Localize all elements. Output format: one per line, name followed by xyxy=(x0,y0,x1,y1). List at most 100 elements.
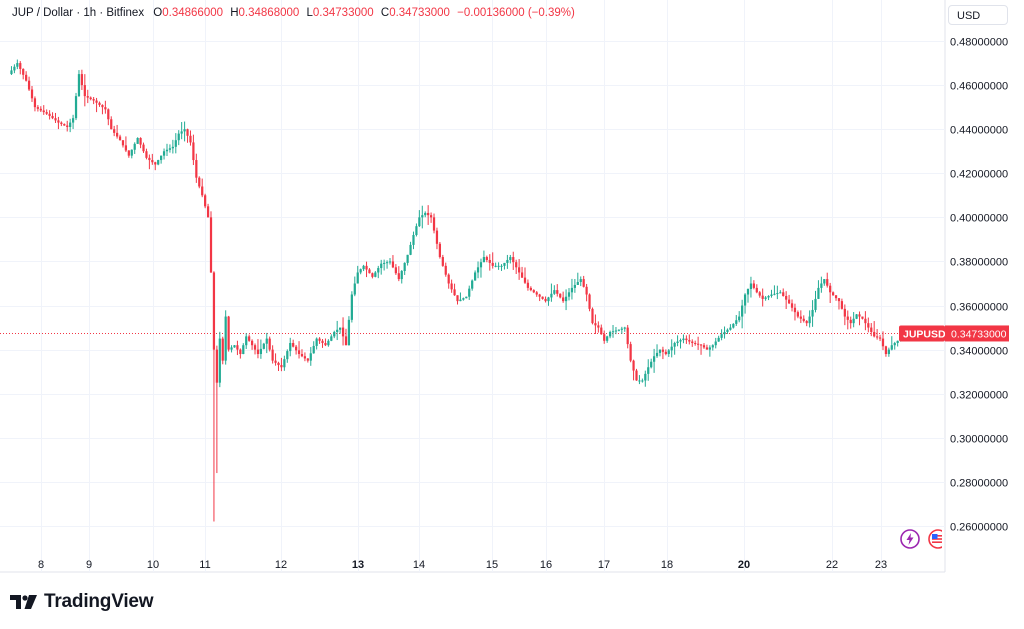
candle xyxy=(673,341,676,355)
candle xyxy=(289,337,292,357)
legend-symbol[interactable]: JUP / Dollar · 1h · Bitfinex xyxy=(12,7,145,19)
candle xyxy=(814,290,817,313)
candle xyxy=(130,149,133,159)
candle xyxy=(553,285,556,295)
candle xyxy=(89,96,92,101)
candle xyxy=(608,330,612,339)
candle xyxy=(242,343,245,355)
candle xyxy=(749,276,753,298)
candle xyxy=(429,212,433,223)
candle xyxy=(218,331,221,388)
candle xyxy=(118,134,122,141)
candle xyxy=(19,61,22,75)
candle xyxy=(30,85,34,102)
candle xyxy=(215,345,218,474)
candle xyxy=(245,333,248,349)
legend-high: 0.34868000 xyxy=(238,7,300,19)
candle xyxy=(51,112,54,120)
candle xyxy=(785,291,788,310)
candle xyxy=(368,268,371,274)
candle xyxy=(650,358,653,369)
y-tick-label: 0.40000000 xyxy=(950,213,1008,225)
candle xyxy=(834,295,838,301)
candle xyxy=(33,96,37,112)
candle xyxy=(890,336,893,351)
candle xyxy=(447,273,450,289)
candle xyxy=(104,100,107,114)
price-tag-price: 0.34733000 xyxy=(951,328,1007,340)
candle xyxy=(503,262,506,270)
candle xyxy=(520,266,524,279)
candle xyxy=(459,292,462,302)
chart-grid xyxy=(0,0,946,573)
candle xyxy=(432,213,436,234)
candle xyxy=(570,278,574,300)
candle xyxy=(697,336,700,350)
candle xyxy=(162,148,166,160)
candle xyxy=(71,114,75,130)
candle xyxy=(221,336,224,365)
candle xyxy=(42,105,45,115)
legend-change: −0.00136000 (−0.39%) xyxy=(457,7,575,19)
candle xyxy=(787,294,791,305)
candle xyxy=(303,352,307,362)
candle xyxy=(864,311,867,331)
candle xyxy=(333,330,336,339)
candle xyxy=(139,137,142,149)
candle xyxy=(705,344,709,350)
candle xyxy=(371,272,374,279)
candle xyxy=(406,254,409,266)
candle xyxy=(57,116,60,130)
candle xyxy=(80,69,84,90)
candle xyxy=(576,272,579,286)
candle xyxy=(186,128,189,143)
candle xyxy=(312,341,315,354)
candle xyxy=(66,120,69,132)
candle xyxy=(394,264,397,275)
candle xyxy=(236,340,239,356)
y-tick-label: 0.36000000 xyxy=(950,302,1008,314)
candle xyxy=(353,276,356,297)
lightning-icon[interactable] xyxy=(900,529,920,554)
candle xyxy=(861,316,864,320)
candle xyxy=(388,258,392,265)
candle xyxy=(708,345,711,357)
y-tick-label: 0.46000000 xyxy=(950,81,1008,93)
candle xyxy=(808,310,811,328)
candle xyxy=(723,326,726,339)
candle xyxy=(424,211,427,218)
candle xyxy=(846,310,849,330)
candle xyxy=(174,133,177,154)
candle xyxy=(591,307,594,325)
candle xyxy=(250,339,254,350)
candle xyxy=(755,284,758,294)
tradingview-branding[interactable]: TradingView xyxy=(10,591,154,613)
candle xyxy=(752,280,755,290)
candle xyxy=(858,311,861,326)
x-tick-label: 14 xyxy=(413,559,425,571)
candle xyxy=(837,297,841,310)
candle xyxy=(427,205,430,225)
candle xyxy=(154,161,157,171)
candle xyxy=(573,279,576,293)
candle xyxy=(878,334,882,342)
candle xyxy=(192,134,195,166)
candle xyxy=(421,205,424,229)
currency-unit-button[interactable]: USD xyxy=(948,5,1008,25)
candle xyxy=(177,130,180,146)
candle xyxy=(400,269,403,284)
candle xyxy=(746,288,750,303)
candle xyxy=(133,142,136,154)
candle xyxy=(324,338,327,347)
candle xyxy=(25,71,28,82)
candle xyxy=(776,285,779,300)
candle xyxy=(418,210,421,227)
candle xyxy=(441,254,444,267)
candle xyxy=(121,140,125,148)
candle xyxy=(638,375,641,385)
candle xyxy=(567,288,571,301)
branding-name: TradingView xyxy=(44,591,154,612)
flag-us-icon[interactable] xyxy=(928,529,942,549)
candle xyxy=(444,262,447,277)
